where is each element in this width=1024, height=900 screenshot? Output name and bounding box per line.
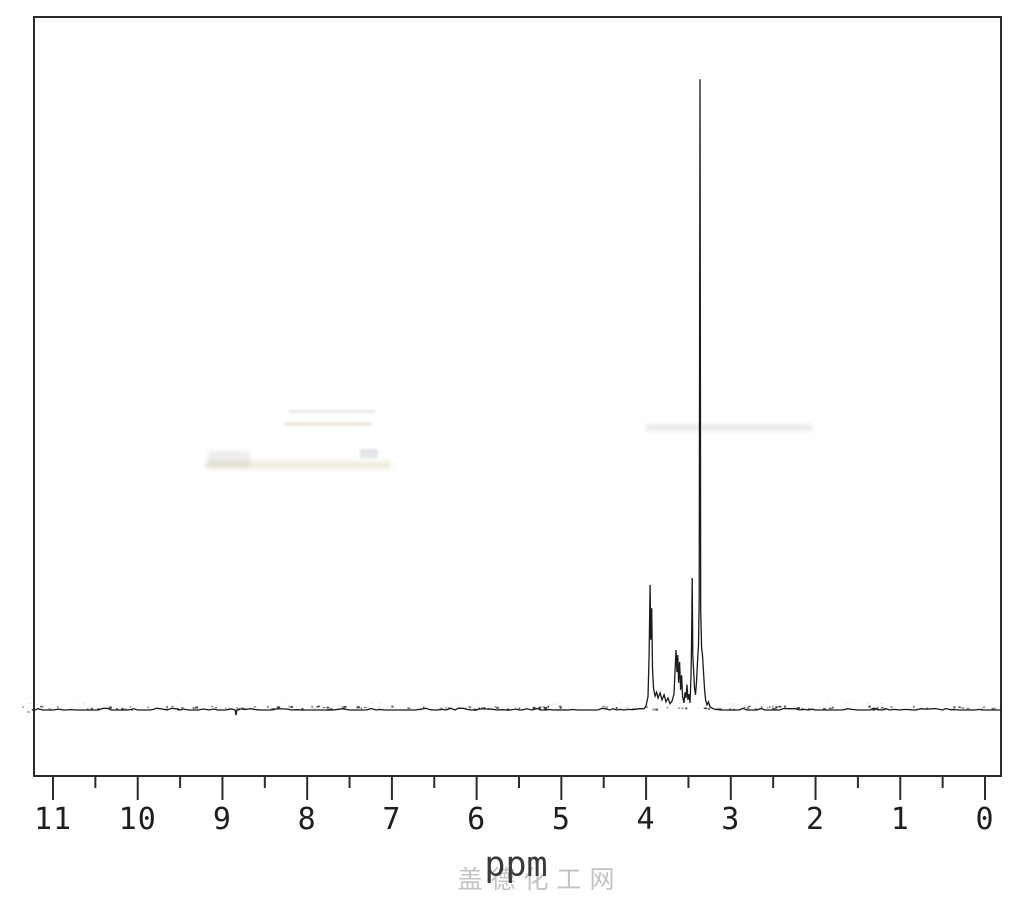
x-axis-tick-label-6: 6 (467, 802, 487, 837)
stray-speck (22, 706, 24, 708)
plot-frame (33, 16, 1002, 777)
stray-speck (30, 703, 31, 704)
x-axis-tick-label-3: 3 (721, 802, 741, 837)
x-axis-tick-label-0: 0 (975, 802, 995, 837)
x-axis-tick-label-7: 7 (382, 802, 402, 837)
x-axis-tick-label-8: 8 (297, 802, 317, 837)
spectrum-trace (31, 79, 1002, 716)
x-axis-tick-label-9: 9 (212, 802, 232, 837)
x-axis-label: ppm (484, 845, 548, 885)
x-axis-tick-label-11: 11 (33, 802, 73, 837)
x-axis-tick-label-10: 10 (118, 802, 157, 837)
baseline-noise-fuzz (36, 702, 993, 709)
x-axis-tick-label-2: 2 (806, 802, 826, 837)
watermark-text: 盖德化工网 (457, 865, 623, 894)
x-axis-tick-label-4: 4 (636, 802, 656, 837)
x-axis-tick-label-1: 1 (890, 802, 910, 837)
baseline-noise-dark (40, 705, 997, 711)
stray-speck (27, 711, 30, 713)
x-axis-tick-label-5: 5 (551, 802, 571, 837)
